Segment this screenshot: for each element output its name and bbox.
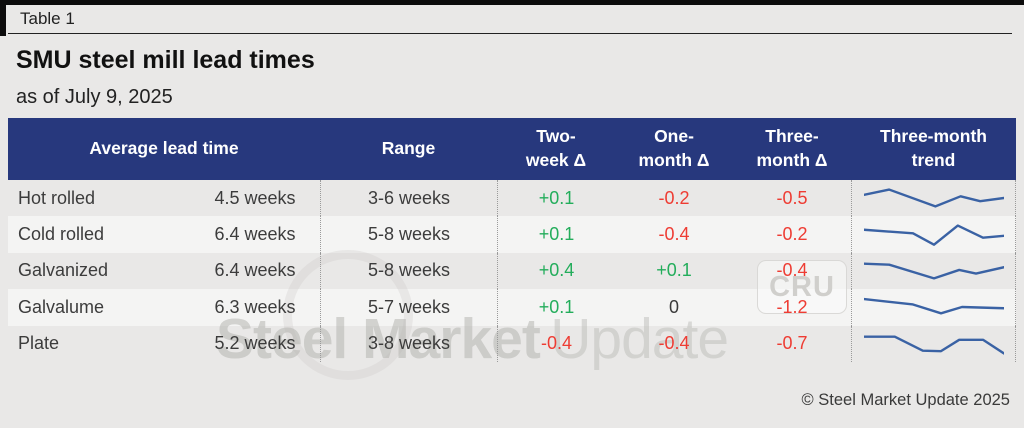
two-week-delta-cell: -0.4 xyxy=(497,325,615,362)
col-header-two-week-delta: Two- week Δ xyxy=(525,126,587,170)
table-row: Galvalume 6.3 weeks 5-7 weeks +0.1 0 -1.2 xyxy=(8,289,1016,326)
three-month-delta-cell: -0.7 xyxy=(776,333,808,354)
trend-sparkline xyxy=(864,295,1004,319)
product-name-cell: Hot rolled xyxy=(18,187,96,208)
trend-cell xyxy=(851,325,1016,362)
range-cell: 5-8 weeks xyxy=(320,216,497,253)
three-month-delta-cell: -1.2 xyxy=(776,296,808,317)
trend-cell xyxy=(851,289,1016,326)
average-lead-time-cell: 6.4 weeks xyxy=(214,224,296,245)
col-header-one-month-delta: One- month Δ xyxy=(638,126,710,170)
as-of-date: as of July 9, 2025 xyxy=(16,86,173,108)
table-row: Plate 5.2 weeks 3-8 weeks -0.4 -0.4 -0.7 xyxy=(8,325,1016,362)
average-lead-time-cell: 4.5 weeks xyxy=(214,187,296,208)
one-month-delta-cell: 0 xyxy=(668,296,679,317)
table-header-row: Average lead time Range Two- week Δ One-… xyxy=(8,118,1016,180)
average-lead-time-cell: 6.4 weeks xyxy=(214,260,296,281)
table-label-rule xyxy=(8,33,1012,34)
average-lead-time-cell: 6.3 weeks xyxy=(214,296,296,317)
two-week-delta-cell: +0.1 xyxy=(497,180,615,217)
two-week-delta-cell: +0.1 xyxy=(497,289,615,326)
col-header-average-lead-time: Average lead time xyxy=(89,138,239,159)
page-title: SMU steel mill lead times xyxy=(16,46,315,74)
two-week-delta-cell: +0.1 xyxy=(497,216,615,253)
one-month-delta-cell: -0.4 xyxy=(658,333,690,354)
trend-cell xyxy=(851,252,1016,290)
table-row: Cold rolled 6.4 weeks 5-8 weeks +0.1 -0.4 -0.… xyxy=(8,216,1016,253)
lead-times-table: Average lead time Range Two- week Δ One-… xyxy=(8,118,1016,380)
three-month-delta-cell: -0.5 xyxy=(776,187,808,208)
two-week-delta-cell: +0.4 xyxy=(497,252,615,290)
range-cell: 5-8 weeks xyxy=(320,252,497,290)
col-header-three-month-trend: Three-month trend xyxy=(880,126,987,170)
trend-sparkline xyxy=(864,186,1004,210)
three-month-delta-cell: -0.2 xyxy=(776,224,808,245)
table-row: Galvanized 6.4 weeks 5-8 weeks +0.4 +0.1 -0.4 xyxy=(8,252,1016,290)
table-body: Steel Market Update CRU Hot rolled 4.5 we… xyxy=(8,180,1016,380)
one-month-delta-cell: -0.2 xyxy=(658,187,690,208)
trend-sparkline xyxy=(864,259,1004,283)
top-border-bar xyxy=(0,0,1024,5)
table-number-label: Table 1 xyxy=(20,9,75,28)
three-month-delta-cell: -0.4 xyxy=(776,260,808,281)
one-month-delta-cell: +0.1 xyxy=(656,260,692,281)
range-cell: 5-7 weeks xyxy=(320,289,497,326)
range-cell: 3-6 weeks xyxy=(320,180,497,217)
trend-sparkline xyxy=(864,332,1004,356)
copyright-notice: © Steel Market Update 2025 xyxy=(801,391,1010,409)
one-month-delta-cell: -0.4 xyxy=(658,224,690,245)
col-header-three-month-delta: Three- month Δ xyxy=(756,126,828,170)
product-name-cell: Galvalume xyxy=(18,296,105,317)
table-row: Hot rolled 4.5 weeks 3-6 weeks +0.1 -0.2 -0.5 xyxy=(8,180,1016,217)
product-name-cell: Cold rolled xyxy=(18,224,105,245)
left-border-bar xyxy=(0,0,6,36)
trend-sparkline xyxy=(864,223,1004,247)
average-lead-time-cell: 5.2 weeks xyxy=(214,333,296,354)
trend-cell xyxy=(851,180,1016,217)
col-header-range: Range xyxy=(381,138,436,159)
product-name-cell: Galvanized xyxy=(18,260,109,281)
product-name-cell: Plate xyxy=(18,333,60,354)
trend-cell xyxy=(851,216,1016,253)
range-cell: 3-8 weeks xyxy=(320,325,497,362)
